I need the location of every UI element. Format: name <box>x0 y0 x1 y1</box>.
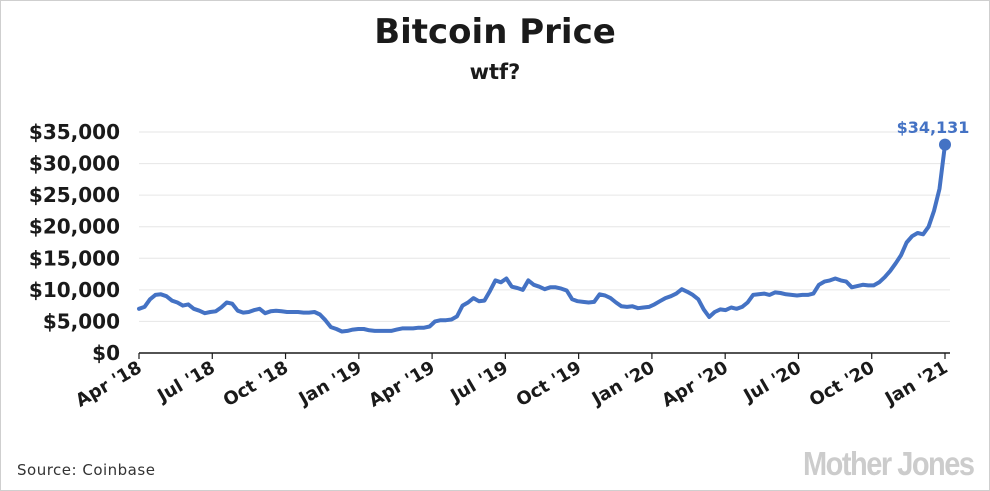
y-tick-label: $5,000 <box>43 309 120 333</box>
bitcoin-price-line <box>137 142 947 334</box>
gridlines <box>139 131 950 322</box>
x-tick-label: Jan '20 <box>587 357 659 410</box>
series <box>137 142 947 334</box>
x-tick-label: Apr '18 <box>72 357 145 411</box>
x-tick-label: Oct '18 <box>220 357 292 411</box>
x-tick-label: Oct '19 <box>513 357 585 411</box>
source-note: Source: Coinbase <box>17 461 156 479</box>
latest-price-point <box>939 138 951 151</box>
y-axis-tick-labels: $0 $5,000 $10,000 $15,000 $20,000 $25,000 $30,… <box>29 120 120 365</box>
x-tick-label: Jul '19 <box>445 357 511 407</box>
x-tick-label: Jul '18 <box>152 357 218 407</box>
annotations: $34,131 <box>897 118 970 151</box>
x-tick-label: Apr '19 <box>365 357 438 411</box>
x-tick-label: Jul '20 <box>739 357 805 407</box>
latest-price-label: $34,131 <box>897 118 970 137</box>
y-tick-label: $20,000 <box>29 215 120 239</box>
mother-jones-logo: Mother Jones <box>803 446 975 483</box>
y-tick-label: $15,000 <box>29 246 120 270</box>
y-tick-label: $35,000 <box>29 120 120 144</box>
x-tick-label: Apr '20 <box>658 357 731 411</box>
x-tick-label: Oct '20 <box>806 357 878 411</box>
y-tick-label: $30,000 <box>29 152 120 176</box>
chart-subtitle: wtf? <box>469 60 521 84</box>
axes <box>138 352 950 359</box>
y-tick-label: $10,000 <box>29 278 120 302</box>
chart-title: Bitcoin Price <box>374 12 616 52</box>
x-tick-label: Jan '19 <box>294 357 366 410</box>
y-tick-label: $25,000 <box>29 183 120 207</box>
x-axis-tick-labels: Apr '18 Jul '18 Oct '18 Jan '19 Apr '19 Jul '… <box>72 357 951 411</box>
x-tick-label: Jan '21 <box>880 357 952 410</box>
y-tick-label: $0 <box>92 341 120 365</box>
